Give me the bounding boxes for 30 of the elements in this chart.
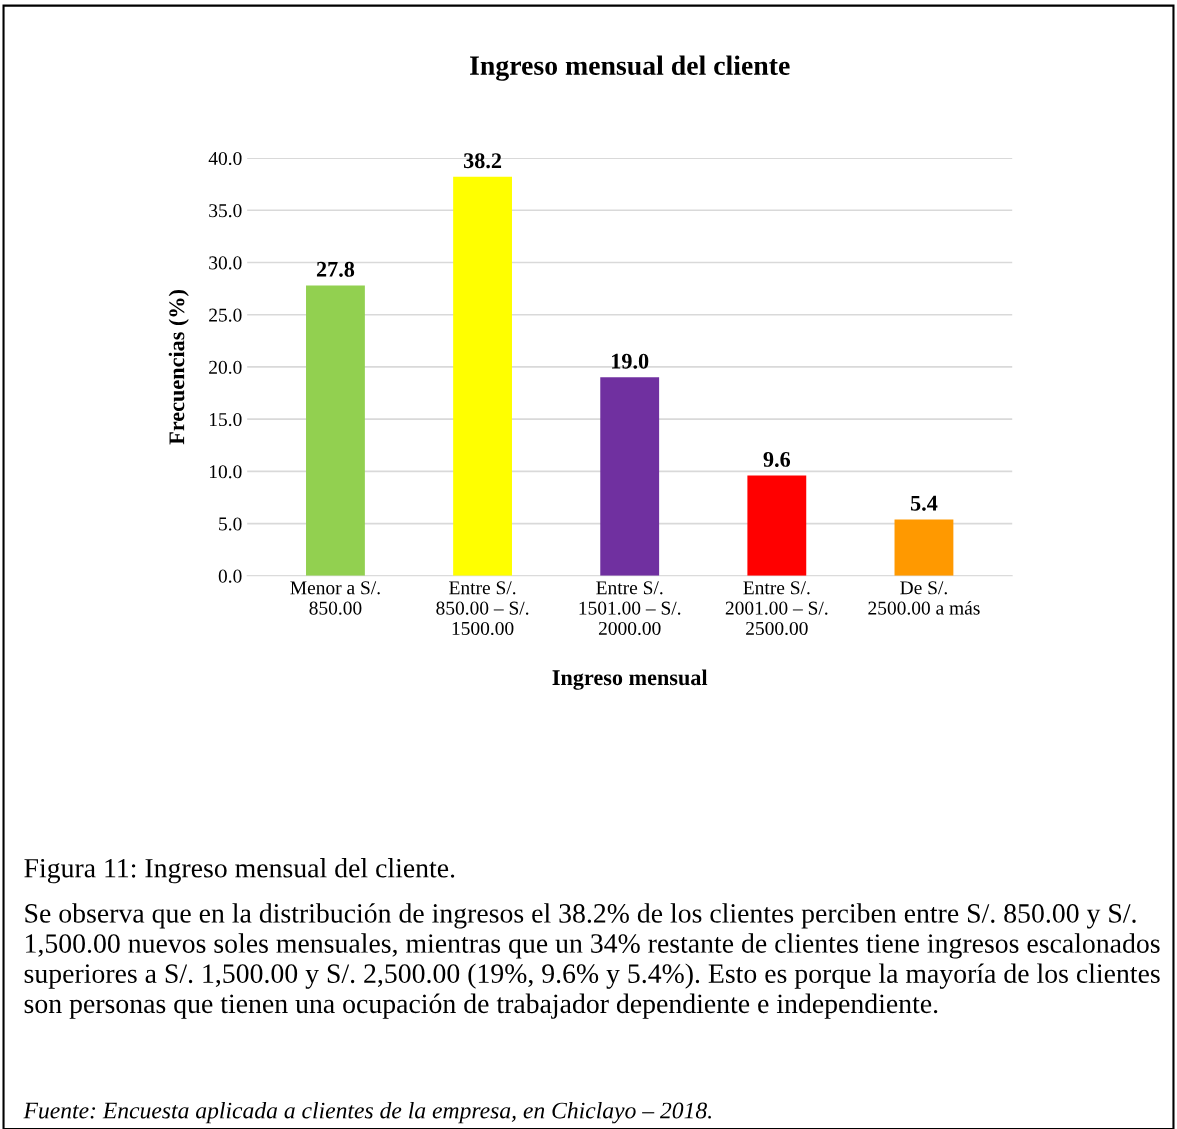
x-axis-title: Ingreso mensual — [552, 669, 708, 690]
data-label: 5.4 — [910, 495, 938, 511]
bar — [747, 475, 807, 576]
bar — [600, 377, 660, 576]
y-tick-label: 30.0 — [209, 256, 242, 270]
y-tick-label: 15.0 — [209, 412, 242, 427]
bar — [894, 519, 954, 576]
x-tick-label: Menor a S/. 850.00 — [290, 581, 380, 615]
x-tick-label: Entre S/. 1501.00 – S/. 2000.00 — [579, 581, 681, 636]
source-note: Fuente: Encuesta aplicada a clientes de la empresa, en Chiclayo – 2018. — [23, 1101, 711, 1124]
text: Se observa que en la distribución de ingresos el 38.2% de los clientes perciben entre S/. 850.00 y S/. 1,500.00 nuevos soles mensuales, mientras que un 34% restante de clientes tiene ingresos escalonados superiores a S/. 1,500.00 y S/. 2,500.00 (19%, 9.6% y 5.4%). Esto es porque la mayoría de los clientes son personas que tienen una ocupación de trabajador dependiente e independiente. — [24, 903, 1160, 1019]
y-tick-label: 5.0 — [219, 517, 242, 531]
y-tick-label: 40.0 — [208, 151, 242, 166]
y-tick-label: 35.0 — [209, 204, 242, 218]
x-tick-label: Entre S/. 850.00 – S/. 1500.00 — [436, 581, 529, 636]
data-label: 27.8 — [316, 261, 355, 277]
data-label: 19.0 — [612, 353, 649, 369]
y-tick-label: 10.0 — [209, 465, 242, 479]
chart-title: Ingreso mensual del cliente — [470, 55, 790, 81]
text: Figura 11: Ingreso mensual del cliente. — [24, 858, 455, 884]
y-tick-label: 0.0 — [218, 569, 242, 583]
x-tick-label: De S/. 2500.00 a más — [868, 581, 980, 615]
data-label: 9.6 — [763, 451, 791, 467]
x-tick-label: Entre S/. 2001.00 – S/. 2500.00 — [725, 581, 828, 636]
y-axis-title: Frecuencias (%) — [168, 290, 189, 445]
y-tick-label: 20.0 — [209, 360, 242, 374]
data-label: 38.2 — [463, 153, 502, 169]
y-tick-label: 25.0 — [209, 308, 242, 322]
bar — [306, 285, 365, 576]
bar — [453, 176, 512, 576]
